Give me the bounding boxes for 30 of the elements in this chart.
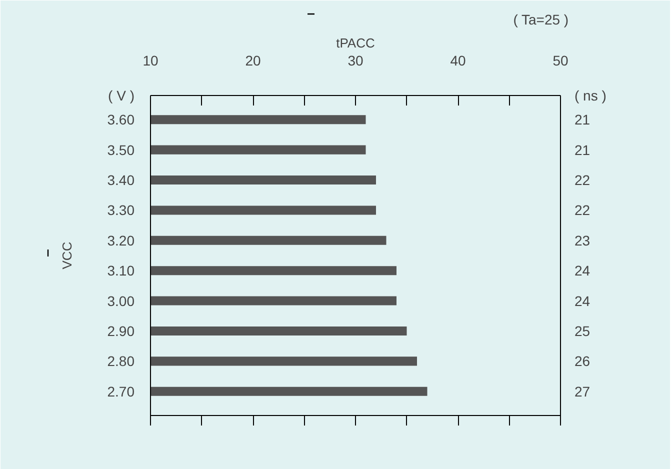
data-label: 23 xyxy=(574,232,590,248)
x-tick-label: 50 xyxy=(552,52,568,68)
data-label: 25 xyxy=(574,322,590,339)
x-axis-title: tPACC xyxy=(336,36,375,50)
y-tick-label: 3.20 xyxy=(107,232,135,248)
y-tick-label: 2.80 xyxy=(107,353,135,370)
text: ( Ta=25 ) xyxy=(513,12,569,28)
data-label: 22 xyxy=(574,172,590,188)
x-tick-label: 40 xyxy=(450,52,466,68)
data-label: 24 xyxy=(574,292,590,309)
text: ( V ) xyxy=(108,88,135,104)
y-axis-title: VCC xyxy=(59,242,74,270)
data-label: 21 xyxy=(574,112,590,128)
x-tick-label: 20 xyxy=(245,52,261,68)
y-tick-label: 3.00 xyxy=(107,292,135,309)
y-tick-label: 3.10 xyxy=(107,262,135,279)
data-label: 22 xyxy=(574,202,590,218)
y-tick-label: 2.70 xyxy=(107,383,135,400)
data-label: 26 xyxy=(574,353,590,370)
x-tick-label: 10 xyxy=(142,52,158,68)
y-tick-label: 2.90 xyxy=(107,322,135,339)
y-tick-label: 3.60 xyxy=(107,112,135,128)
y-tick-label: 3.30 xyxy=(107,202,135,218)
y-tick-label: 3.40 xyxy=(107,172,135,188)
text: ( ns ) xyxy=(574,88,606,104)
data-label: 24 xyxy=(574,262,590,279)
y-tick-label: 3.50 xyxy=(107,142,135,158)
data-label: 21 xyxy=(574,142,590,158)
data-label: 27 xyxy=(574,383,590,400)
x-tick-label: 30 xyxy=(348,52,364,68)
